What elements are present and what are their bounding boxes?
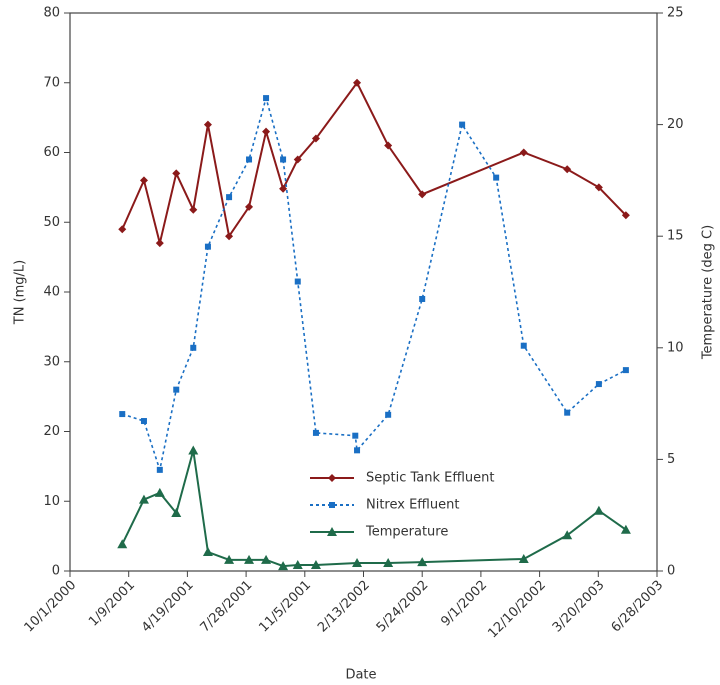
x-tick-label: 2/13/2002 xyxy=(315,578,373,636)
marker xyxy=(190,344,197,351)
marker xyxy=(172,169,181,178)
legend-marker xyxy=(329,502,335,508)
marker xyxy=(171,507,182,517)
legend-label: Nitrex Effluent xyxy=(366,498,459,513)
marker xyxy=(519,148,528,157)
marker xyxy=(384,141,393,150)
marker xyxy=(155,239,164,248)
y-tick-label: 80 xyxy=(43,6,60,21)
x-tick-label: 9/1/2002 xyxy=(438,578,490,630)
marker xyxy=(278,561,289,571)
marker xyxy=(173,386,180,393)
marker xyxy=(246,156,253,163)
legend-marker xyxy=(327,527,337,536)
marker xyxy=(594,183,603,192)
marker xyxy=(263,95,270,102)
marker xyxy=(294,278,301,285)
marker xyxy=(139,176,148,185)
marker xyxy=(593,505,604,515)
marker xyxy=(563,165,572,174)
marker xyxy=(138,494,149,504)
marker xyxy=(621,211,630,220)
legend-marker xyxy=(328,474,336,482)
marker xyxy=(493,174,500,181)
marker xyxy=(261,554,272,564)
y-tick-label: 40 xyxy=(43,285,60,300)
x-tick-label: 1/9/2001 xyxy=(86,578,138,630)
marker xyxy=(518,553,529,563)
series-line xyxy=(121,80,627,244)
marker xyxy=(226,194,233,201)
marker xyxy=(189,205,198,214)
marker xyxy=(520,342,527,349)
marker xyxy=(244,554,255,564)
x-tick-label: 7/28/2001 xyxy=(198,578,256,636)
y2-tick-label: 20 xyxy=(667,117,684,132)
marker xyxy=(279,184,288,193)
y2-axis-label: Temperature (deg C) xyxy=(701,225,716,360)
y2-tick-label: 15 xyxy=(667,229,684,244)
marker xyxy=(203,120,212,129)
marker xyxy=(418,190,427,199)
marker xyxy=(562,530,573,540)
marker xyxy=(118,225,127,234)
y2-tick-label: 10 xyxy=(667,340,684,355)
marker xyxy=(204,243,211,250)
marker xyxy=(354,447,361,454)
x-tick-label: 12/10/2002 xyxy=(485,578,549,642)
legend-label: Temperature xyxy=(365,525,448,540)
marker xyxy=(419,295,426,302)
y2-tick-label: 5 xyxy=(667,452,675,467)
marker xyxy=(352,432,359,439)
x-tick-label: 10/1/2000 xyxy=(22,578,80,636)
marker xyxy=(140,418,147,425)
x-tick-label: 5/24/2002 xyxy=(374,578,432,636)
marker xyxy=(353,78,362,87)
marker xyxy=(459,121,466,128)
marker xyxy=(280,156,287,163)
x-tick-label: 11/5/2001 xyxy=(256,578,314,636)
series-line xyxy=(121,95,627,473)
x-tick-label: 6/28/2003 xyxy=(609,578,667,636)
y-tick-label: 30 xyxy=(43,354,60,369)
marker xyxy=(117,539,128,549)
marker xyxy=(595,381,602,388)
marker xyxy=(352,557,363,567)
marker xyxy=(312,429,319,436)
marker xyxy=(564,409,571,416)
marker xyxy=(620,524,631,534)
x-tick-label: 4/19/2001 xyxy=(139,578,197,636)
y-tick-label: 20 xyxy=(43,424,60,439)
marker xyxy=(245,202,254,211)
x-tick-label: 3/20/2003 xyxy=(550,578,608,636)
y-tick-label: 70 xyxy=(43,75,60,90)
x-axis-label: Date xyxy=(345,668,376,683)
y-tick-label: 60 xyxy=(43,145,60,160)
legend-label: Septic Tank Effluent xyxy=(366,471,495,486)
marker xyxy=(292,559,303,569)
marker xyxy=(225,232,234,241)
y2-tick-label: 0 xyxy=(667,564,675,579)
y-axis-label: TN (mg/L) xyxy=(13,260,28,325)
marker xyxy=(310,559,321,569)
marker xyxy=(622,367,629,374)
marker xyxy=(154,487,165,497)
marker xyxy=(202,547,213,557)
y-tick-label: 50 xyxy=(43,215,60,230)
marker xyxy=(262,127,271,136)
y2-tick-label: 25 xyxy=(667,6,684,21)
marker xyxy=(385,411,392,418)
marker xyxy=(383,557,394,567)
y-tick-label: 0 xyxy=(52,564,60,579)
marker xyxy=(417,557,428,567)
y-tick-label: 10 xyxy=(43,494,60,509)
marker xyxy=(119,411,126,418)
marker xyxy=(156,466,163,473)
marker xyxy=(311,134,320,143)
marker xyxy=(224,554,235,564)
marker xyxy=(188,445,199,455)
marker xyxy=(293,155,302,164)
